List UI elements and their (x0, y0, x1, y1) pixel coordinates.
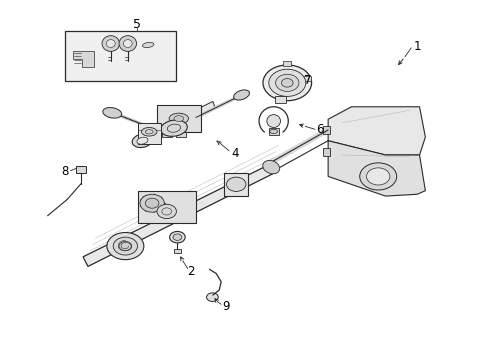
Ellipse shape (113, 237, 137, 255)
Ellipse shape (275, 74, 298, 91)
Ellipse shape (102, 36, 119, 51)
Ellipse shape (140, 194, 164, 212)
Ellipse shape (233, 90, 249, 100)
Ellipse shape (157, 204, 176, 219)
Text: 4: 4 (230, 147, 238, 160)
Bar (157, 105, 201, 132)
Bar (323, 148, 329, 156)
Text: 7: 7 (303, 74, 311, 87)
Polygon shape (327, 141, 425, 196)
Bar (162, 132, 171, 137)
Bar (76, 166, 86, 173)
Ellipse shape (173, 234, 182, 240)
Bar (323, 126, 329, 134)
Ellipse shape (102, 108, 122, 118)
Text: 8: 8 (61, 165, 68, 177)
Text: 2: 2 (187, 265, 194, 278)
Bar (137, 123, 161, 144)
Ellipse shape (266, 114, 280, 127)
Ellipse shape (119, 36, 136, 51)
Ellipse shape (206, 293, 218, 301)
Bar (283, 61, 290, 66)
Ellipse shape (269, 129, 277, 134)
Ellipse shape (226, 177, 245, 192)
Ellipse shape (174, 116, 183, 121)
Bar (224, 173, 248, 196)
Polygon shape (327, 107, 425, 155)
Ellipse shape (106, 40, 115, 48)
Ellipse shape (366, 168, 389, 185)
Ellipse shape (263, 65, 311, 101)
Ellipse shape (268, 69, 305, 96)
Bar (137, 191, 196, 223)
Ellipse shape (281, 78, 292, 87)
Polygon shape (73, 51, 94, 67)
Polygon shape (140, 102, 215, 144)
Ellipse shape (107, 233, 143, 260)
Ellipse shape (142, 42, 154, 48)
Text: 6: 6 (316, 123, 323, 136)
Bar (64, 31, 176, 81)
Bar (173, 249, 181, 253)
Text: 3: 3 (148, 202, 156, 215)
Ellipse shape (145, 198, 159, 208)
Polygon shape (83, 163, 274, 266)
Ellipse shape (169, 113, 188, 124)
Ellipse shape (123, 40, 132, 48)
Ellipse shape (169, 231, 185, 243)
Bar (275, 96, 285, 103)
Ellipse shape (137, 137, 147, 144)
Ellipse shape (262, 161, 279, 174)
Bar (268, 128, 278, 135)
Bar (301, 76, 310, 81)
Text: 9: 9 (222, 300, 229, 313)
Ellipse shape (141, 127, 157, 136)
Text: 5: 5 (132, 18, 140, 31)
Ellipse shape (119, 242, 131, 251)
Ellipse shape (359, 163, 396, 190)
Bar (176, 132, 186, 137)
Text: 1: 1 (413, 40, 420, 53)
Ellipse shape (161, 120, 187, 136)
Ellipse shape (132, 134, 152, 148)
